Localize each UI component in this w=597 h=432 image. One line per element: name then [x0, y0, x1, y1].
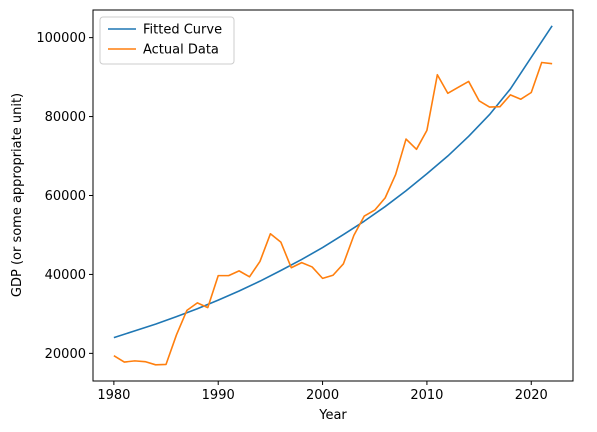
- y-tick-label-4: 100000: [36, 31, 86, 46]
- y-tick-label-2: 60000: [45, 189, 86, 204]
- y-tick-label-3: 80000: [45, 110, 86, 125]
- legend: Fitted Curve Actual Data: [99, 16, 235, 65]
- x-tick-label-0: 1980: [97, 388, 130, 403]
- legend-label-0: Fitted Curve: [143, 23, 222, 38]
- axes: [92, 9, 574, 382]
- x-tick-label-4: 2020: [515, 388, 548, 403]
- series-line-0: [113, 25, 553, 339]
- ticks: 1980 1990 2000 2010 2020 20000 40000 60000 80000…: [36, 31, 547, 403]
- y-axis-label: GDP (or some appropriate unit): [10, 93, 25, 297]
- x-tick-label-1: 1990: [202, 388, 235, 403]
- x-tick-label-2: 2000: [306, 388, 339, 403]
- y-tick-label-1: 40000: [45, 268, 86, 283]
- y-tick-label-0: 20000: [45, 347, 86, 362]
- legend-label-1: Actual Data: [143, 43, 219, 58]
- x-tick-label-3: 2010: [410, 388, 443, 403]
- series-line-1: [113, 61, 553, 366]
- plot-frame: [92, 9, 574, 382]
- plot-lines: [113, 25, 553, 366]
- x-axis-label: Year: [318, 408, 347, 423]
